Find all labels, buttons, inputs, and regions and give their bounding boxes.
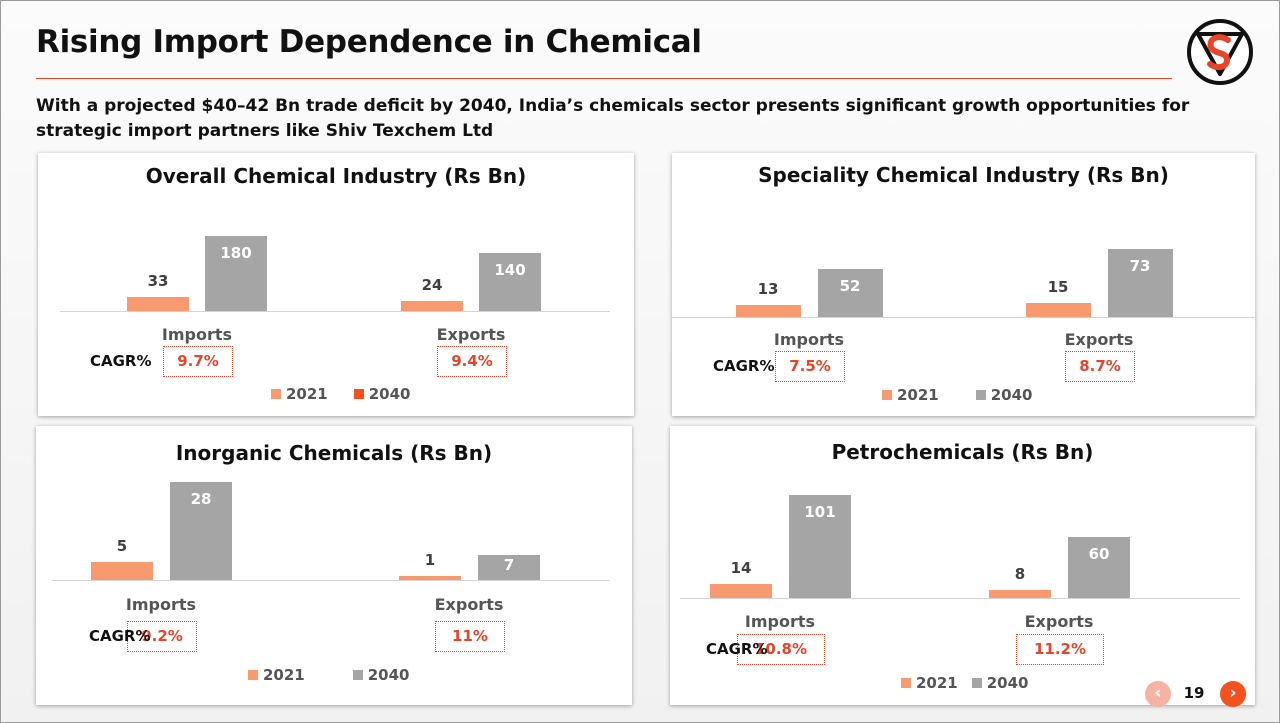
chart-baseline (672, 317, 1255, 318)
legend-label: 2040 (367, 666, 410, 684)
category-label-exports: Exports (434, 595, 504, 614)
data-label: 8 (1014, 565, 1026, 583)
data-label: 7 (503, 556, 515, 574)
chart-title: Speciality Chemical Industry (Rs Bn) (758, 163, 1169, 187)
legend-swatch-2040 (971, 677, 982, 688)
legend-label: 2040 (990, 386, 1033, 404)
bar-2040-imports (170, 482, 232, 580)
chart-panel-overall: Overall Chemical Industry (Rs Bn) 33 180 I… (38, 153, 634, 416)
chart-panel-petrochemicals: Petrochemicals (Rs Bn) 14 101 Imports 10.8%… (670, 426, 1255, 705)
legend-label: 2040 (368, 385, 411, 403)
data-label: 15 (1047, 278, 1069, 296)
legend-swatch-2040 (352, 669, 363, 680)
chart-panel-inorganic: Inorganic Chemicals (Rs Bn) 5 28 Imports 9.… (36, 426, 632, 705)
legend-item-2040: 2040 (971, 674, 1029, 692)
data-label: 33 (147, 272, 169, 290)
bar-2021-imports (710, 584, 772, 598)
page-number: 19 (1183, 684, 1205, 702)
legend-label: 2040 (986, 674, 1029, 692)
category-label-exports: Exports (1024, 612, 1094, 631)
bar-2021-imports (91, 562, 153, 580)
category-label-exports: Exports (436, 325, 506, 344)
next-page-button[interactable]: › (1220, 681, 1246, 707)
chart-baseline (680, 598, 1240, 599)
bar-2040-imports (205, 236, 267, 311)
chart-baseline (52, 580, 610, 581)
category-label-imports: Imports (773, 330, 845, 349)
legend-item-2040: 2040 (352, 666, 410, 684)
company-logo (1187, 19, 1253, 85)
bar-2040-exports (1108, 249, 1173, 317)
legend-swatch-2021 (882, 389, 892, 400)
category-label-exports: Exports (1064, 330, 1134, 349)
cagr-value-exports: 8.7% (1065, 351, 1135, 382)
legend-item-2021: 2021 (901, 674, 958, 692)
data-label: 14 (730, 559, 752, 577)
legend-label: 2021 (916, 674, 958, 692)
page-subtitle: With a projected $40–42 Bn trade deficit… (36, 96, 1190, 141)
bar-2021-exports (399, 576, 461, 580)
legend-swatch-2021 (248, 669, 258, 680)
chart-title: Overall Chemical Industry (Rs Bn) (145, 164, 527, 188)
data-label: 5 (116, 537, 128, 555)
bar-2040-imports (818, 269, 883, 317)
page-title: Rising Import Dependence in Chemical (36, 24, 702, 60)
title-divider (36, 78, 1172, 79)
bar-2040-exports (1068, 537, 1130, 598)
prev-page-button[interactable]: ‹ (1145, 681, 1171, 707)
chart-legend: 2021 2040 (882, 386, 1033, 404)
data-label: 13 (757, 280, 779, 298)
chart-baseline (60, 311, 610, 312)
data-label: 28 (190, 490, 212, 508)
category-label-imports: Imports (161, 325, 233, 344)
legend-label: 2021 (263, 666, 305, 684)
cagr-value-imports: 9.2% (127, 621, 197, 652)
cagr-label: CAGR% (713, 357, 775, 375)
data-label: 140 (494, 261, 526, 279)
data-label: 180 (220, 244, 252, 262)
cagr-value-exports: 11.2% (1016, 634, 1104, 665)
data-label: 101 (804, 503, 836, 521)
bar-2021-exports (1026, 303, 1091, 317)
data-label: 24 (421, 276, 443, 294)
chart-legend: 2021 2040 (901, 674, 1029, 692)
cagr-value-imports: 7.5% (775, 351, 845, 382)
chart-panel-speciality: Speciality Chemical Industry (Rs Bn) 13 5… (672, 153, 1255, 416)
data-label: 52 (839, 277, 861, 295)
cagr-value-exports: 11% (435, 621, 505, 652)
category-label-imports: Imports (744, 612, 816, 631)
cagr-value-imports: 9.7% (163, 346, 233, 377)
legend-swatch-2021 (271, 388, 281, 399)
chart-title: Inorganic Chemicals (Rs Bn) (175, 441, 493, 465)
legend-label: 2021 (897, 386, 939, 404)
legend-item-2021: 2021 (271, 385, 328, 403)
chart-legend: 2021 2040 (271, 385, 411, 403)
legend-label: 2021 (286, 385, 328, 403)
legend-item-2040: 2040 (353, 385, 411, 403)
bar-2021-exports (989, 590, 1051, 598)
legend-item-2021: 2021 (248, 666, 305, 684)
bar-2040-exports (479, 253, 541, 311)
bar-2040-exports (478, 555, 540, 580)
bar-2040-imports (789, 495, 851, 598)
bar-2021-imports (127, 297, 189, 311)
cagr-label: CAGR% (706, 640, 768, 658)
data-label: 1 (424, 551, 436, 569)
cagr-label: CAGR% (89, 627, 151, 645)
legend-item-2021: 2021 (882, 386, 939, 404)
chart-title: Petrochemicals (Rs Bn) (831, 440, 1094, 464)
chart-legend: 2021 2040 (248, 666, 410, 684)
bar-2021-exports (401, 301, 463, 311)
cagr-value-imports: 10.8% (737, 634, 825, 665)
bar-2021-imports (736, 305, 801, 317)
category-label-imports: Imports (125, 595, 197, 614)
legend-swatch-2021 (901, 677, 911, 688)
data-label: 60 (1088, 545, 1110, 563)
data-label: 73 (1129, 257, 1151, 275)
cagr-label: CAGR% (90, 352, 152, 370)
legend-swatch-2040 (975, 389, 986, 400)
legend-swatch-2040 (353, 388, 364, 399)
cagr-value-exports: 9.4% (437, 346, 507, 377)
legend-item-2040: 2040 (975, 386, 1033, 404)
